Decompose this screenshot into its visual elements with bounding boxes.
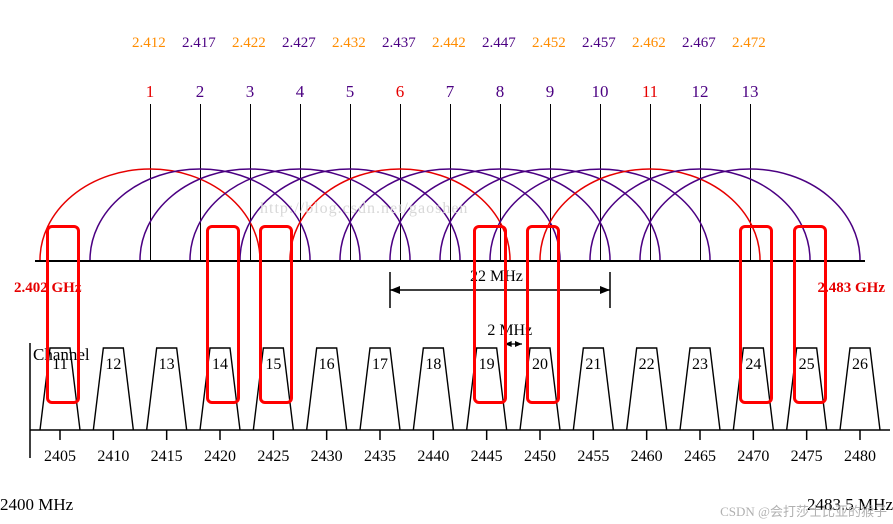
lower-freq-2455: 2455: [577, 448, 609, 466]
watermark-bottom-right: CSDN @会打莎士比亚的猴子: [720, 501, 887, 520]
lower-freq-2480: 2480: [844, 448, 876, 466]
highlight-box-24: [739, 225, 773, 404]
lower-freq-2435: 2435: [364, 448, 396, 466]
lower-freq-2425: 2425: [257, 448, 289, 466]
lower-left-freq-label: 2400 MHz: [0, 495, 73, 515]
lower-channel-16: 16: [319, 356, 335, 374]
lower-channel-26: 26: [852, 356, 868, 374]
highlight-box-15: [259, 225, 293, 404]
lower-channel-13: 13: [159, 356, 175, 374]
lower-channel-12: 12: [105, 356, 121, 374]
lower-freq-2420: 2420: [204, 448, 236, 466]
diagram-root: { "colors":{ "orange":"#ff8c00","purple"…: [0, 0, 893, 524]
lower-freq-2445: 2445: [471, 448, 503, 466]
lower-channel-18: 18: [425, 356, 441, 374]
highlight-box-20: [526, 225, 560, 404]
lower-freq-2430: 2430: [311, 448, 343, 466]
lower-freq-2405: 2405: [44, 448, 76, 466]
highlight-box-11: [46, 225, 80, 404]
lower-freq-2450: 2450: [524, 448, 556, 466]
highlight-box-19: [473, 225, 507, 404]
lower-channel-23: 23: [692, 356, 708, 374]
lower-channel-17: 17: [372, 356, 388, 374]
lower-channel-22: 22: [639, 356, 655, 374]
lower-freq-2410: 2410: [97, 448, 129, 466]
lower-freq-2460: 2460: [631, 448, 663, 466]
lower-freq-2465: 2465: [684, 448, 716, 466]
lower-freq-2470: 2470: [737, 448, 769, 466]
lower-freq-2440: 2440: [417, 448, 449, 466]
highlight-box-14: [206, 225, 240, 404]
lower-freq-2415: 2415: [151, 448, 183, 466]
lower-freq-2475: 2475: [791, 448, 823, 466]
highlight-box-25: [793, 225, 827, 404]
lower-channel-21: 21: [585, 356, 601, 374]
